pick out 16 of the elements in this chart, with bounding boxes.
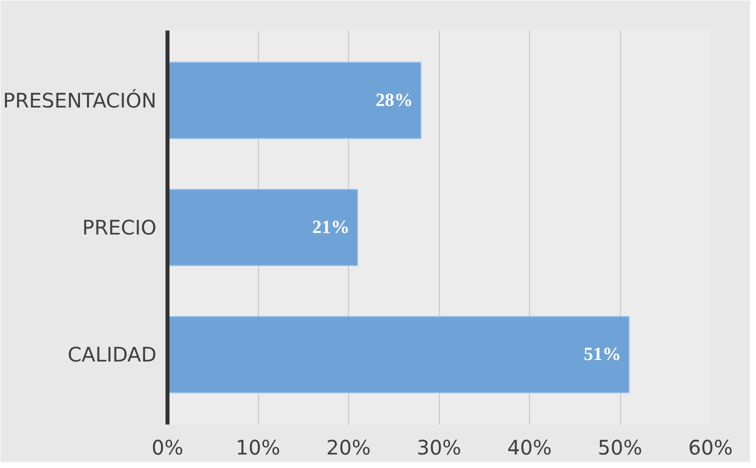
- bar: [168, 316, 630, 394]
- x-tick-label: 20%: [326, 436, 371, 460]
- data-label: 28%: [376, 90, 413, 111]
- x-tick-label: 30%: [416, 436, 462, 460]
- data-label: 51%: [584, 344, 622, 366]
- y-tick-label: PRESENTACIÓN: [3, 88, 157, 112]
- bar: [168, 188, 358, 266]
- bar: [168, 62, 422, 140]
- x-tick-label: 10%: [236, 436, 280, 460]
- x-tick-label: 60%: [688, 436, 733, 460]
- y-tick-label: PRECIO: [82, 216, 157, 240]
- x-tick-label: 40%: [507, 436, 552, 460]
- x-tick-label: 50%: [598, 436, 642, 460]
- y-tick-label: CALIDAD: [68, 342, 157, 367]
- data-label: 21%: [312, 217, 350, 238]
- x-tick-label: 0%: [152, 436, 184, 460]
